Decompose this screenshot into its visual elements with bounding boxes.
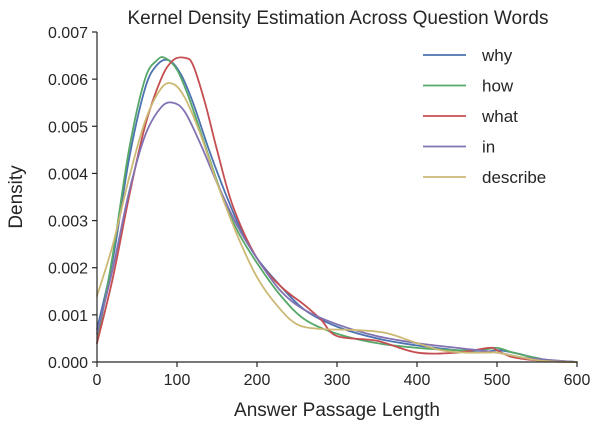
series-line-why: [96, 58, 578, 363]
series-line-in: [96, 101, 578, 363]
legend-label-describe: describe: [482, 168, 546, 187]
legend-label-what: what: [481, 107, 518, 126]
y-tick-label: 0.007: [48, 25, 88, 42]
y-tick-label: 0.004: [48, 166, 88, 183]
x-tick-label: 200: [244, 372, 271, 389]
chart-title: Kernel Density Estimation Across Questio…: [128, 8, 549, 29]
y-axis-ticks: 0.000 0.001 0.002 0.003 0.004 0.005 0.006 0.007: [48, 25, 97, 372]
x-tick-label: 300: [324, 372, 351, 389]
legend-label-in: in: [482, 138, 495, 157]
y-tick-label: 0.006: [48, 72, 88, 89]
x-tick-label: 0: [93, 372, 102, 389]
y-tick-label: 0.005: [48, 119, 88, 136]
y-tick-label: 0.001: [48, 308, 88, 325]
x-tick-label: 400: [404, 372, 431, 389]
series-line-describe: [96, 82, 578, 363]
x-axis-title: Answer Passage Length: [234, 400, 440, 421]
y-tick-label: 0.000: [48, 355, 88, 372]
legend-label-why: why: [481, 46, 513, 65]
y-tick-label: 0.003: [48, 214, 88, 231]
y-tick-label: 0.002: [48, 261, 88, 278]
legend-label-how: how: [482, 77, 514, 96]
legend: why how what in describe: [423, 46, 546, 187]
x-tick-label: 600: [564, 372, 591, 389]
series-line-how: [96, 56, 578, 363]
x-tick-label: 500: [484, 372, 511, 389]
y-axis-title: Density: [6, 165, 27, 229]
plot-area: [96, 56, 578, 363]
x-tick-label: 100: [164, 372, 191, 389]
x-axis-ticks: 0 100 200 300 400 500 600: [93, 362, 591, 389]
